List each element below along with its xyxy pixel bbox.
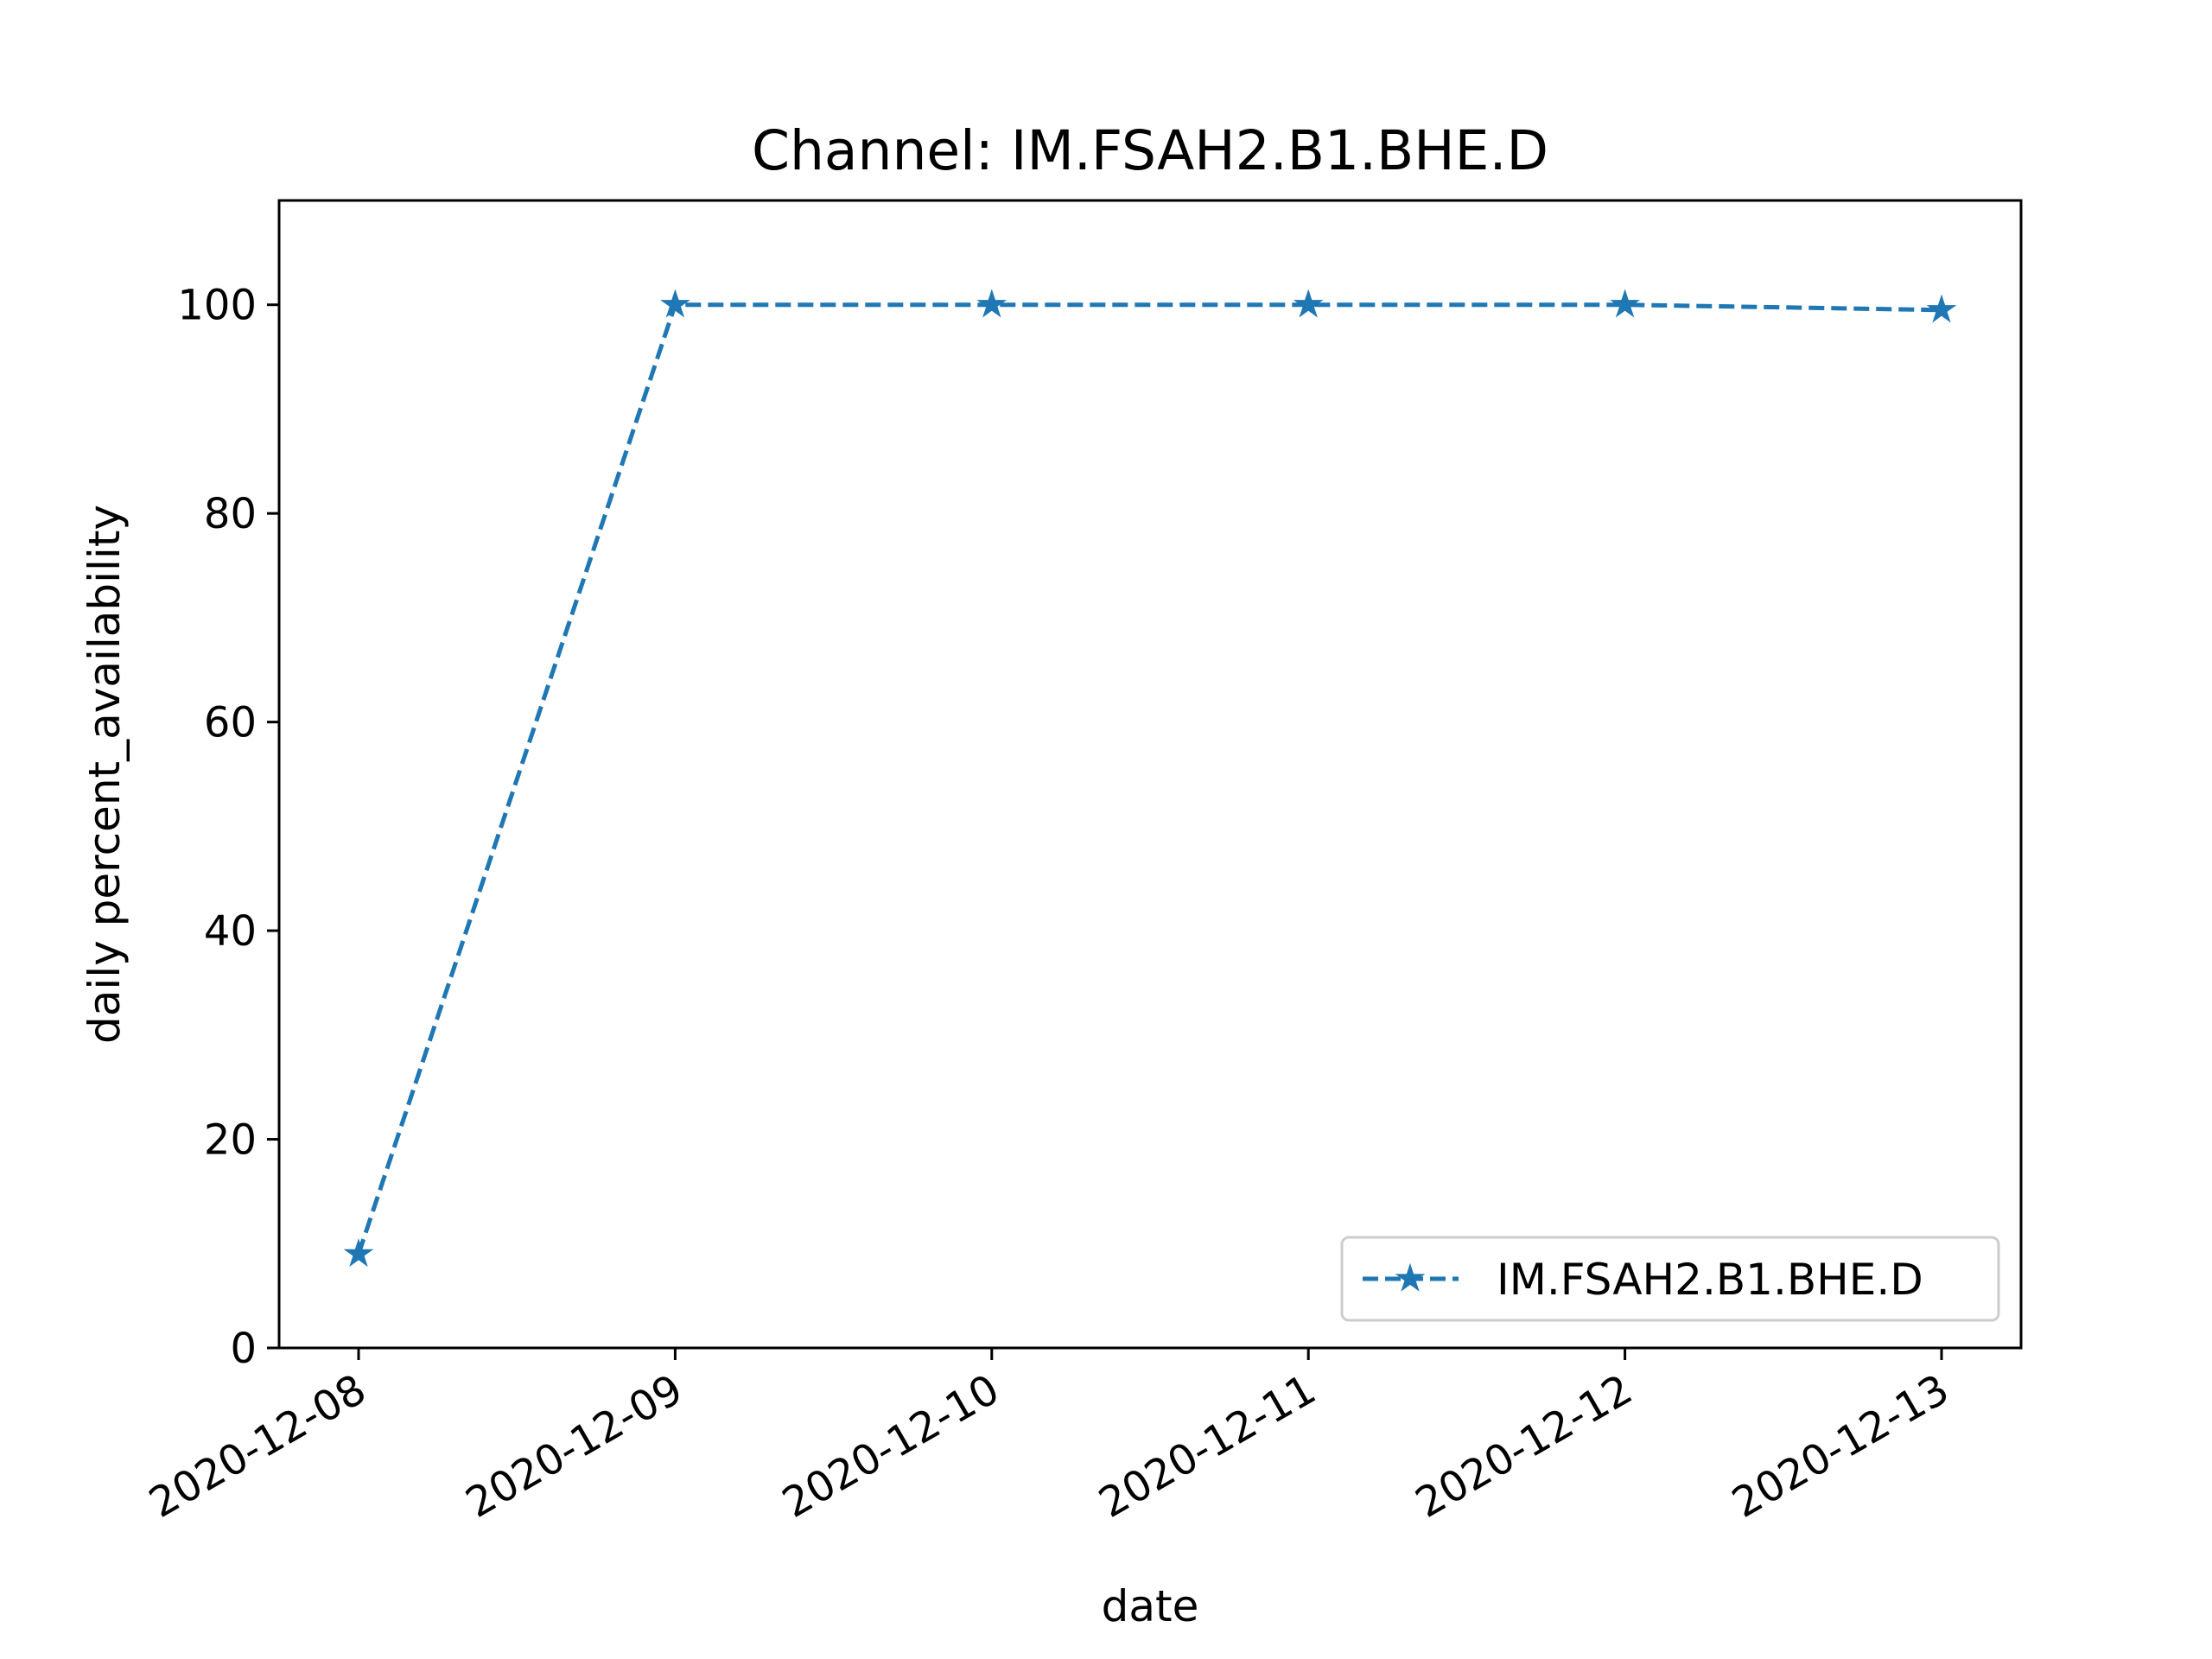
y-axis: 0 20 40 60 80 100 <box>177 282 279 1373</box>
legend-label: IM.FSAH2.B1.BHE.D <box>1497 1255 1923 1305</box>
y-tick-label: 100 <box>177 282 257 330</box>
series-layer <box>343 289 1957 1268</box>
data-point-star <box>1610 289 1641 318</box>
data-point-star <box>1926 294 1957 323</box>
y-tick-label: 60 <box>204 699 257 747</box>
y-tick-label: 20 <box>204 1116 257 1165</box>
data-point-star <box>343 1238 374 1268</box>
legend-box <box>1340 1236 2000 1322</box>
y-tick-label: 40 <box>204 907 257 956</box>
y-tick-label: 80 <box>204 490 257 538</box>
y-axis-label: daily percent_availability <box>79 505 130 1044</box>
y-tick-label: 0 <box>230 1325 257 1373</box>
plot-area <box>277 199 2023 1350</box>
legend-star-marker <box>1395 1262 1426 1292</box>
data-point-star <box>659 289 690 318</box>
legend: IM.FSAH2.B1.BHE.D <box>1340 1236 2000 1322</box>
x-axis-label: date <box>1102 1581 1199 1631</box>
series-line <box>356 302 1942 1255</box>
chart-title: Channel: IM.FSAH2.B1.BHE.D <box>752 119 1548 182</box>
data-point-star <box>976 289 1007 318</box>
data-point-star <box>1293 289 1324 318</box>
